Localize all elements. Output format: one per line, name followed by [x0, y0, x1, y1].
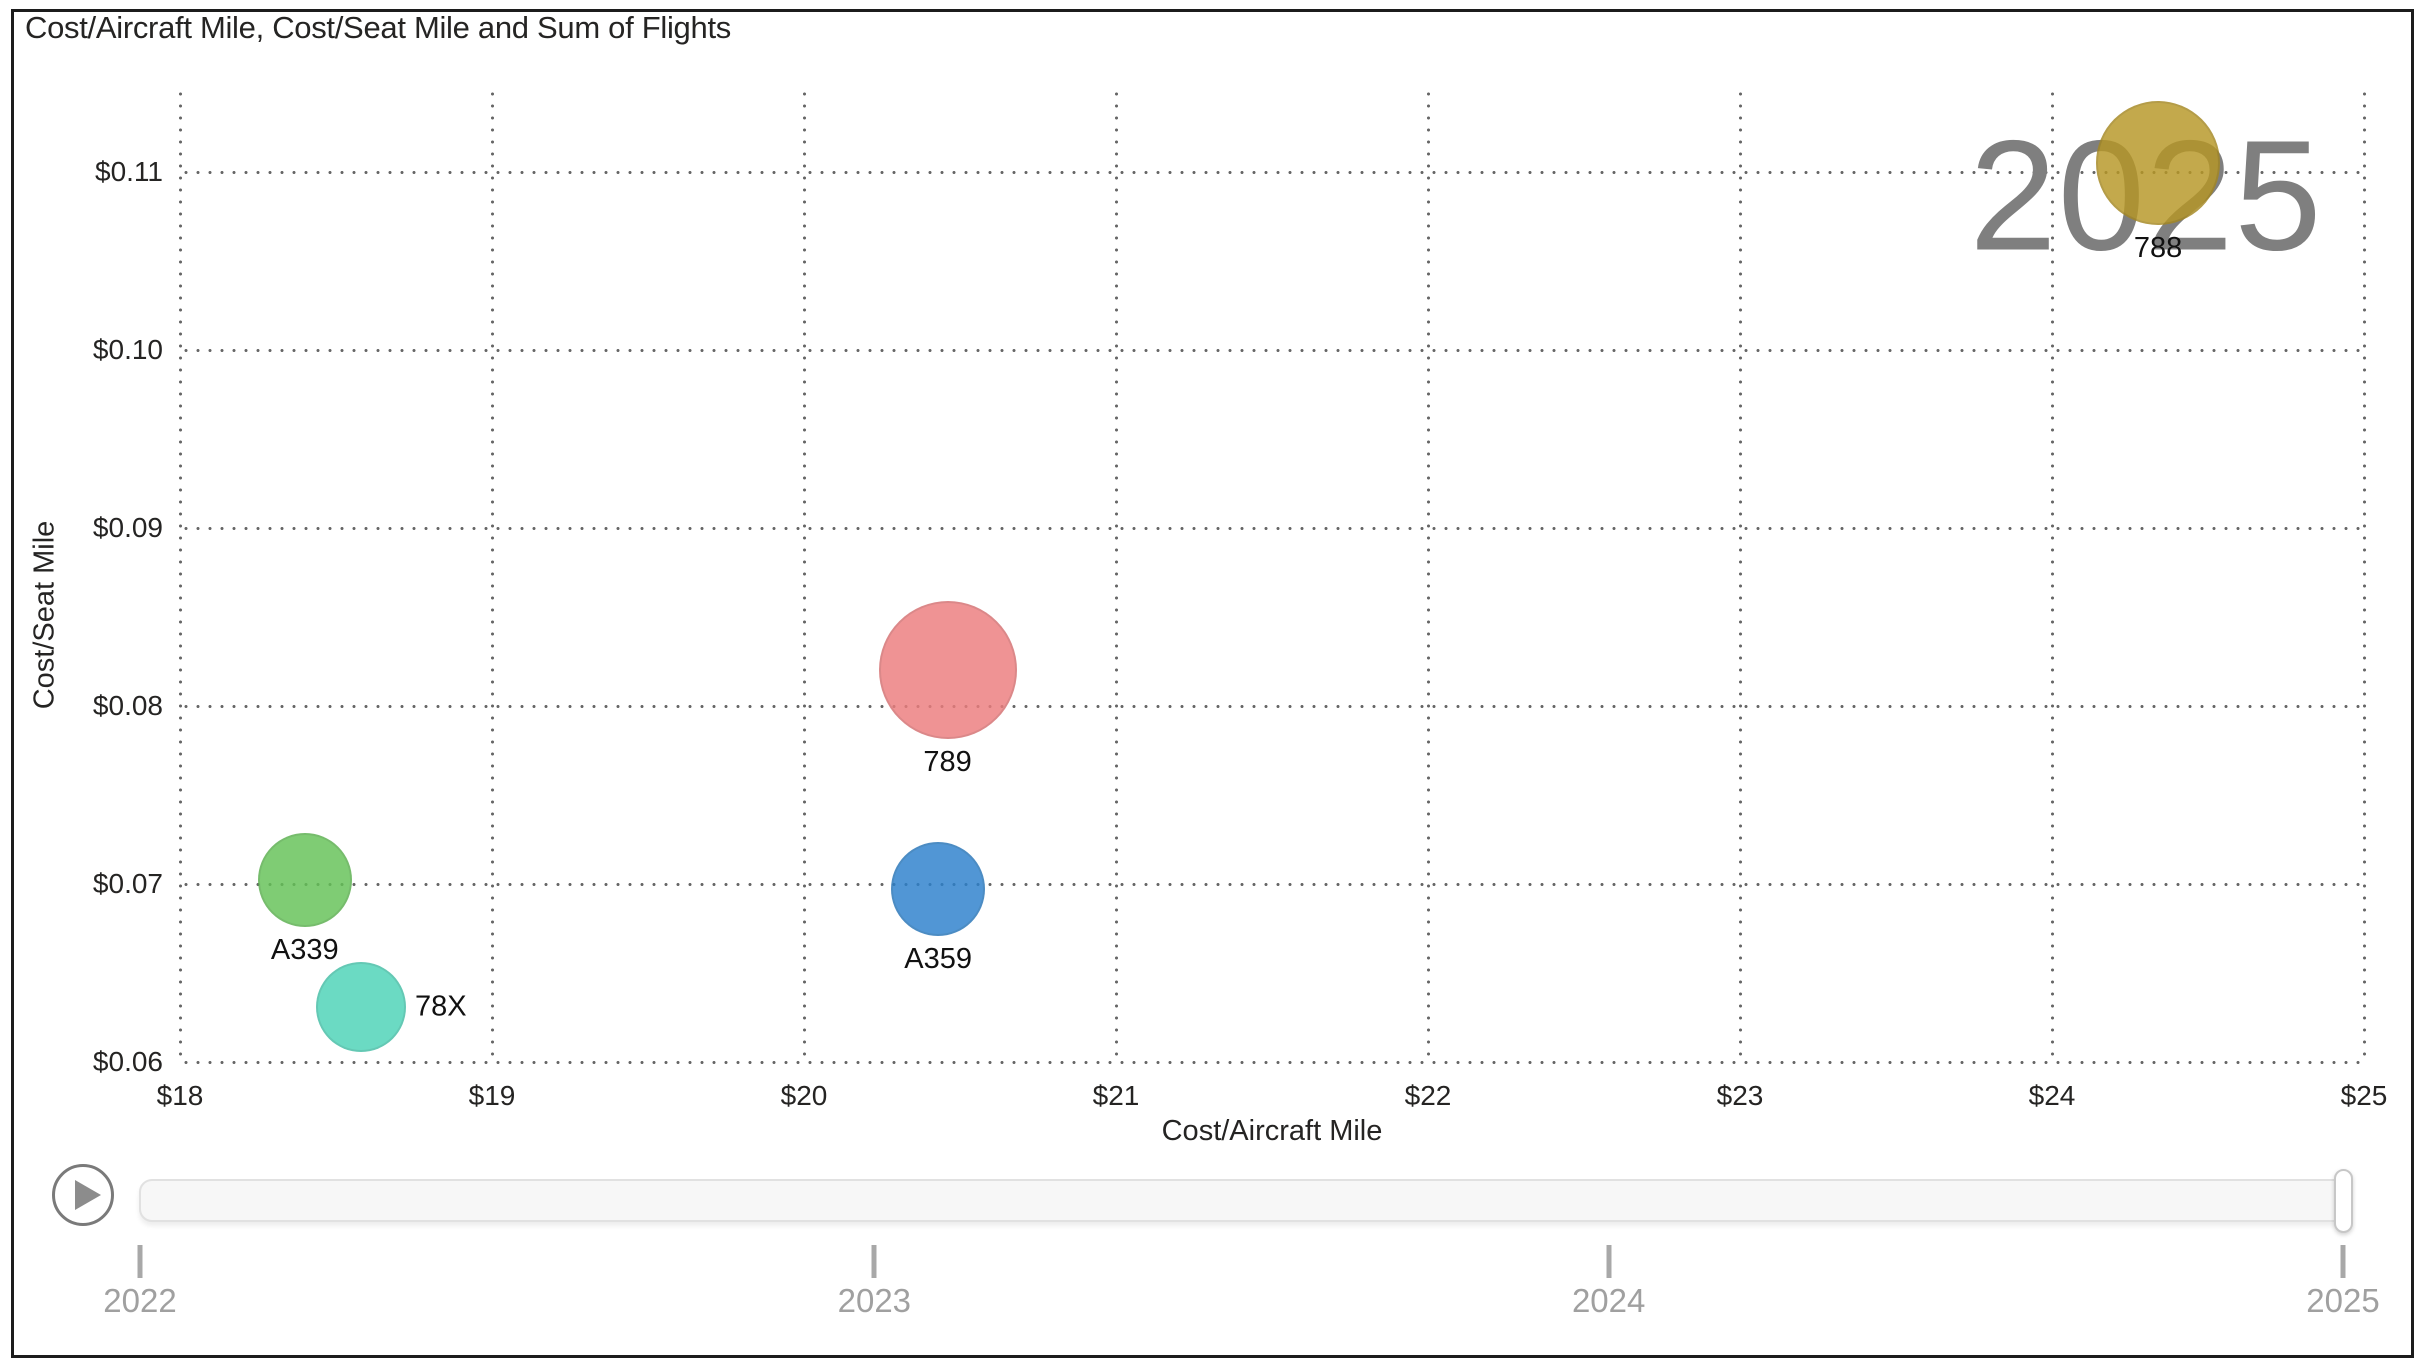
gridline-vertical [1426, 88, 1430, 1062]
y-axis-title: Cost/Seat Mile [28, 520, 61, 710]
timeline-tick [2340, 1245, 2346, 1278]
chart-title: Cost/Aircraft Mile, Cost/Seat Mile and S… [25, 10, 731, 45]
play-button[interactable] [52, 1164, 114, 1226]
bubble-789[interactable] [878, 601, 1017, 740]
gridline-vertical [1738, 88, 1742, 1062]
y-tick-label: $0.08 [92, 690, 163, 721]
x-tick-label: $19 [468, 1080, 516, 1111]
bubble-label-788: 788 [2133, 232, 2183, 265]
gridline-vertical [178, 88, 182, 1062]
bubble-788[interactable] [2096, 101, 2221, 226]
bubble-label-A359: A359 [904, 943, 973, 976]
gridline-vertical [2050, 88, 2054, 1062]
gridline-horizontal [180, 170, 2364, 174]
gridline-horizontal [180, 704, 2364, 708]
y-tick-label: $0.11 [95, 156, 163, 187]
x-tick-label: $23 [1716, 1080, 1764, 1111]
bubble-label-789: 789 [923, 746, 972, 779]
x-tick-label: $25 [2340, 1080, 2388, 1111]
x-tick-label: $20 [780, 1080, 828, 1111]
timeline-year-label-2023: 2023 [837, 1282, 912, 1319]
y-tick-label: $0.10 [92, 334, 163, 365]
y-tick-label: $0.07 [92, 868, 163, 899]
y-tick-label: $0.06 [92, 1046, 163, 1077]
gridline-horizontal [180, 526, 2364, 530]
timeline-tick [871, 1245, 877, 1278]
bubble-A359[interactable] [891, 842, 986, 937]
gridline-vertical [802, 88, 806, 1062]
bubble-78X[interactable] [315, 961, 406, 1052]
timeline-year-label-2022: 2022 [103, 1282, 177, 1319]
gridline-vertical [2362, 88, 2366, 1062]
play-icon [75, 1180, 101, 1210]
gridline-horizontal [180, 882, 2364, 886]
x-tick-label: $24 [2028, 1080, 2076, 1111]
gridline-vertical [1114, 88, 1118, 1062]
timeline-slider-track[interactable] [139, 1179, 2350, 1222]
x-tick-label: $18 [156, 1080, 204, 1111]
timeline-tick [137, 1245, 143, 1278]
bubble-A339[interactable] [257, 833, 352, 928]
gridline-vertical [490, 88, 494, 1062]
gridline-horizontal [180, 348, 2364, 352]
timeline-year-label-2025: 2025 [2306, 1282, 2380, 1319]
y-tick-label: $0.09 [92, 512, 163, 543]
x-tick-label: $22 [1404, 1080, 1452, 1111]
timeline-tick [1606, 1245, 1612, 1278]
bubble-label-A339: A339 [270, 934, 339, 967]
bubble-label-78X: 78X [414, 990, 467, 1023]
timeline-slider-handle[interactable] [2334, 1169, 2353, 1233]
gridline-horizontal [180, 1060, 2364, 1064]
x-tick-label: $21 [1092, 1080, 1140, 1111]
timeline-year-label-2024: 2024 [1571, 1282, 1646, 1319]
x-axis-title: Cost/Aircraft Mile [1161, 1115, 1383, 1147]
